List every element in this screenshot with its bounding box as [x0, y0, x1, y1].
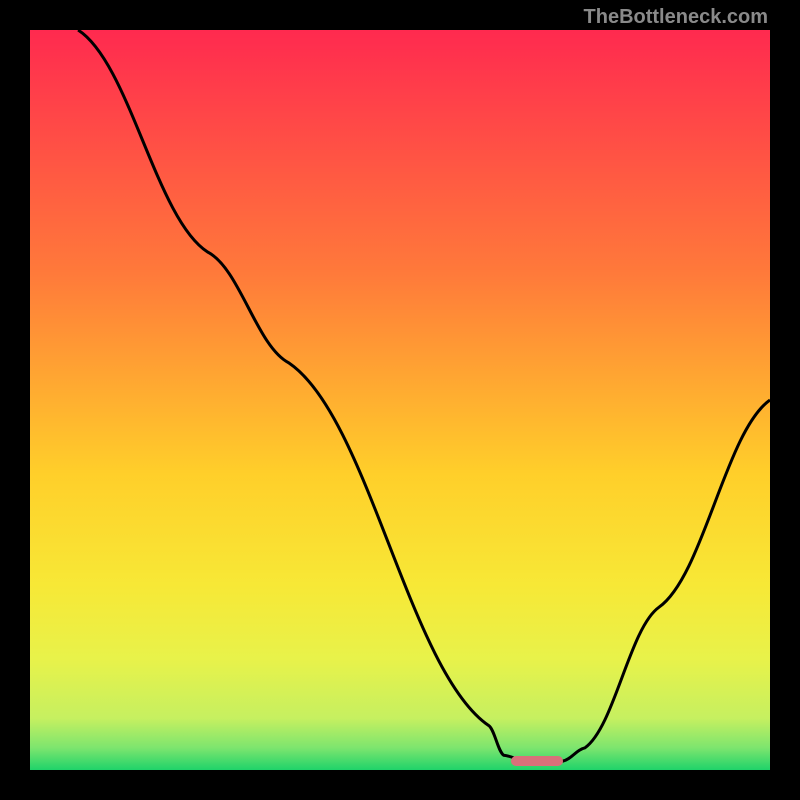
optimal-range-marker: [511, 756, 563, 766]
watermark-text: TheBottleneck.com: [584, 6, 768, 29]
curve-path: [78, 30, 770, 761]
bottleneck-curve: [30, 30, 770, 770]
chart-container: TheBottleneck.com: [0, 0, 800, 800]
plot-area: [30, 30, 770, 770]
